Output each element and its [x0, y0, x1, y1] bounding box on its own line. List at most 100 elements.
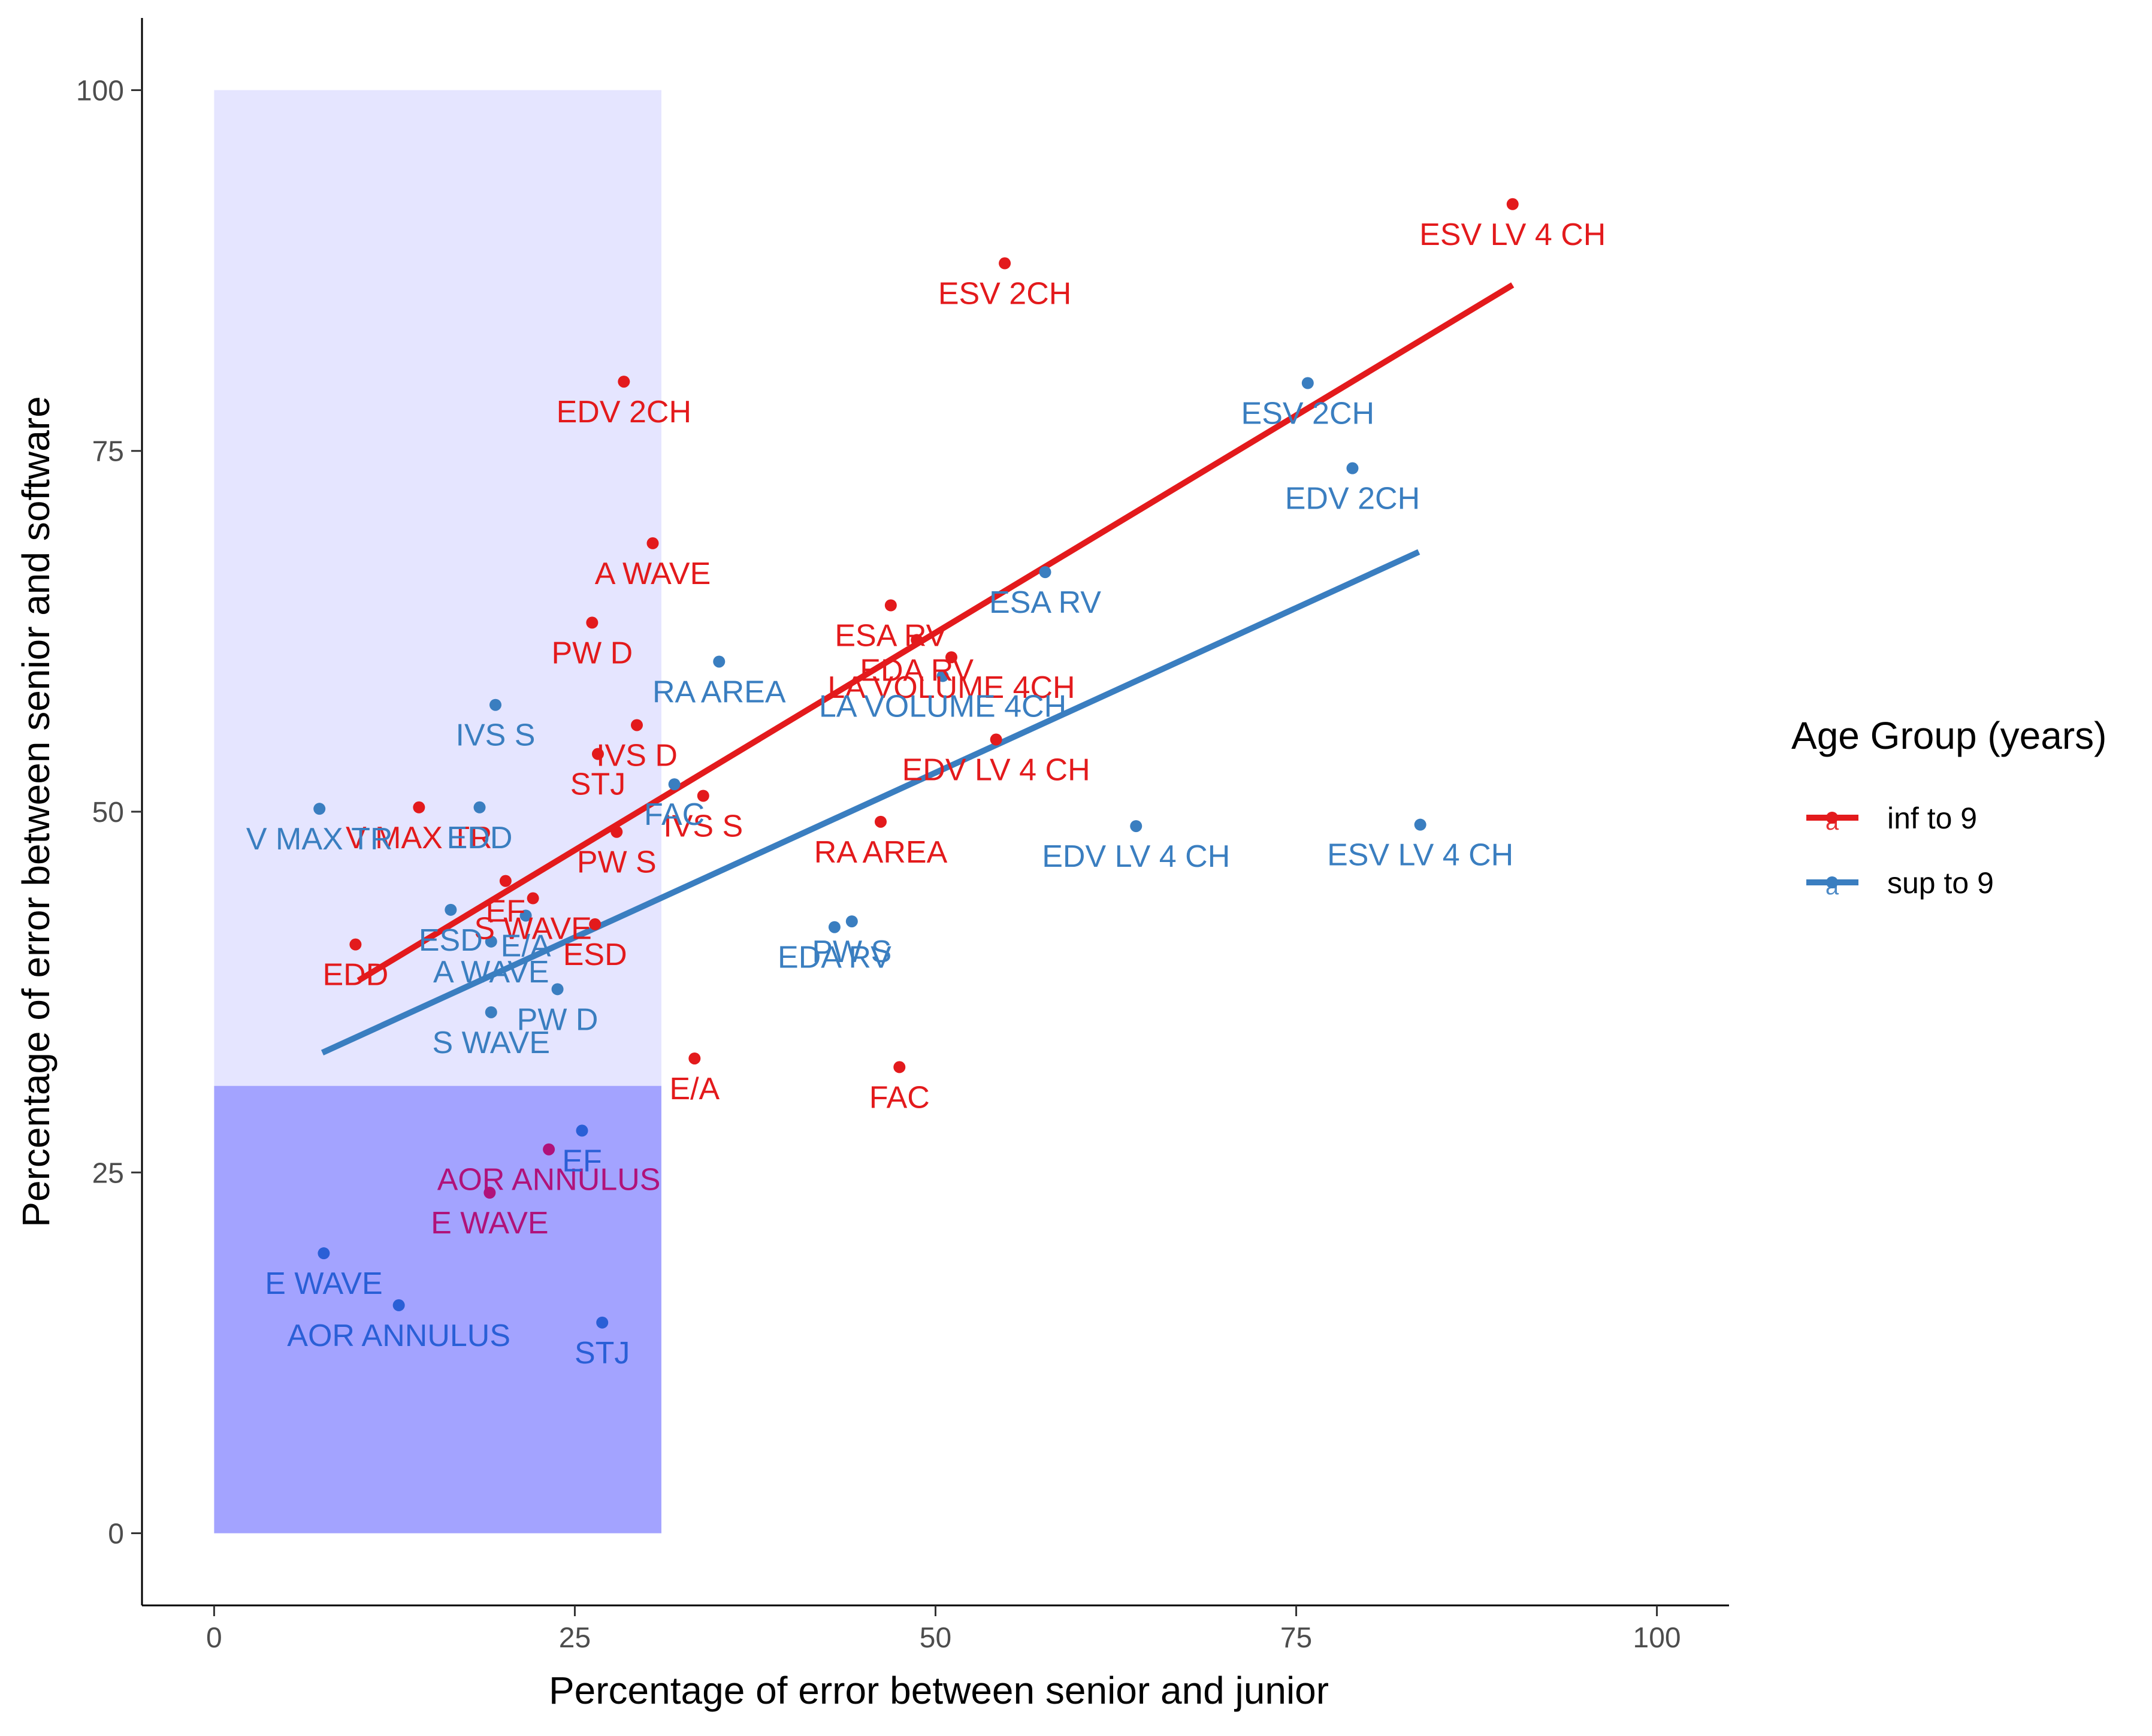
data-point	[519, 909, 532, 922]
y-tick-label: 50	[92, 797, 124, 828]
point-label: PW S	[812, 934, 891, 969]
x-tick-label: 75	[1280, 1622, 1312, 1654]
point-label: FAC	[644, 797, 705, 832]
point-label: AOR ANNULUS	[287, 1318, 510, 1353]
point-label: A WAVE	[595, 557, 711, 591]
data-point	[349, 938, 362, 951]
point-label: LA VOLUME 4CH	[827, 670, 1075, 705]
y-tick-label: 25	[92, 1157, 124, 1189]
data-point	[485, 935, 497, 948]
data-point	[551, 983, 564, 996]
x-tick-label: 25	[559, 1622, 591, 1654]
data-point	[586, 616, 599, 629]
point-label: ESA RV	[989, 585, 1101, 620]
point-label: STJ	[575, 1336, 630, 1371]
data-point	[527, 892, 539, 905]
point-label: E/A	[669, 1072, 720, 1106]
legend-key-point	[1826, 876, 1838, 888]
data-point	[893, 1061, 906, 1073]
x-axis-label: Percentage of error between senior and j…	[549, 1669, 1329, 1712]
point-label: EDA RV	[778, 940, 891, 975]
point-label: V MAX TR	[346, 821, 492, 855]
legend: Age Group (years) a inf to 9 a sup to 9	[1791, 714, 2106, 900]
point-label: IVS D	[596, 738, 678, 773]
data-point	[313, 803, 326, 815]
data-point	[483, 1187, 496, 1199]
data-point	[1039, 566, 1051, 579]
point-label: PW D	[517, 1002, 599, 1037]
y-tick-label: 100	[76, 75, 124, 107]
data-point	[945, 651, 957, 664]
data-point	[543, 1143, 555, 1156]
data-point	[646, 537, 659, 549]
point-label: ESA RV	[835, 619, 947, 654]
data-points	[313, 198, 1519, 1329]
point-label: RA AREA	[814, 835, 948, 870]
point-label: S WAVE	[474, 912, 591, 946]
data-point	[1301, 377, 1314, 389]
point-label: ESD	[419, 923, 483, 958]
point-label: E WAVE	[431, 1206, 548, 1241]
data-point	[618, 376, 630, 388]
data-point	[884, 599, 897, 612]
point-labels: ESV LV 4 CH ESV 2CH EDV 2CH A WAVE PW D ESA R…	[246, 217, 1606, 1371]
data-point	[591, 748, 604, 760]
point-label: S WAVE	[433, 1026, 550, 1060]
legend-entries: a inf to 9 a sup to 9	[1806, 802, 1994, 900]
data-point	[1130, 820, 1143, 833]
point-label: IVS S	[663, 809, 743, 844]
data-point	[990, 733, 1002, 746]
point-label: ESV LV 4 CH	[1419, 217, 1606, 252]
data-point	[596, 1316, 609, 1329]
data-point	[999, 257, 1011, 270]
data-point	[413, 801, 425, 813]
y-axis-ticks: 0 25 50 75 100	[76, 75, 142, 1550]
light-region	[214, 90, 661, 1086]
dark-region	[214, 1085, 661, 1534]
trend-line-sup-to-9	[321, 549, 1420, 1055]
legend-key-glyph: a	[1825, 809, 1839, 835]
data-point	[1506, 198, 1519, 210]
data-point	[713, 655, 726, 668]
data-point	[499, 875, 512, 887]
legend-title: Age Group (years)	[1791, 714, 2106, 757]
point-label: E/A	[501, 929, 551, 963]
point-label: EF	[486, 894, 525, 929]
data-point	[318, 1247, 330, 1260]
point-label: ESD	[563, 937, 627, 972]
x-tick-label: 0	[206, 1622, 222, 1654]
point-label: ESV 2CH	[938, 277, 1072, 311]
data-point	[392, 1299, 405, 1311]
data-point	[936, 670, 949, 682]
data-point	[1346, 462, 1359, 474]
point-label: V MAX TR	[246, 822, 393, 857]
point-label: AOR ANNULUS	[437, 1163, 661, 1197]
trend-line-inf-to-9	[356, 282, 1515, 984]
axes: 0 25 50 75 100 0 25 50 75 100	[76, 18, 1729, 1654]
legend-key-point	[1826, 812, 1838, 824]
data-point	[911, 634, 923, 646]
data-point	[845, 915, 858, 928]
data-point	[473, 801, 486, 813]
point-label: ESV 2CH	[1241, 397, 1375, 431]
data-point	[576, 1124, 588, 1137]
data-point	[485, 1006, 497, 1018]
data-point	[589, 918, 602, 930]
data-point	[688, 1052, 701, 1064]
point-label: E WAVE	[265, 1266, 382, 1301]
point-label: EDD	[323, 958, 389, 993]
data-point	[697, 790, 709, 802]
y-tick-label: 75	[92, 436, 124, 468]
point-label: EDV 2CH	[557, 395, 691, 430]
data-point	[828, 921, 841, 933]
point-label: PW S	[577, 845, 657, 880]
legend-key-glyph: a	[1825, 873, 1839, 900]
point-label: EDA RV	[860, 653, 974, 688]
point-label: FAC	[869, 1080, 930, 1115]
x-tick-label: 100	[1633, 1622, 1681, 1654]
data-point	[610, 825, 623, 838]
point-label: IVS S	[456, 718, 536, 753]
data-point	[631, 719, 643, 731]
point-label: EDD	[447, 821, 513, 855]
